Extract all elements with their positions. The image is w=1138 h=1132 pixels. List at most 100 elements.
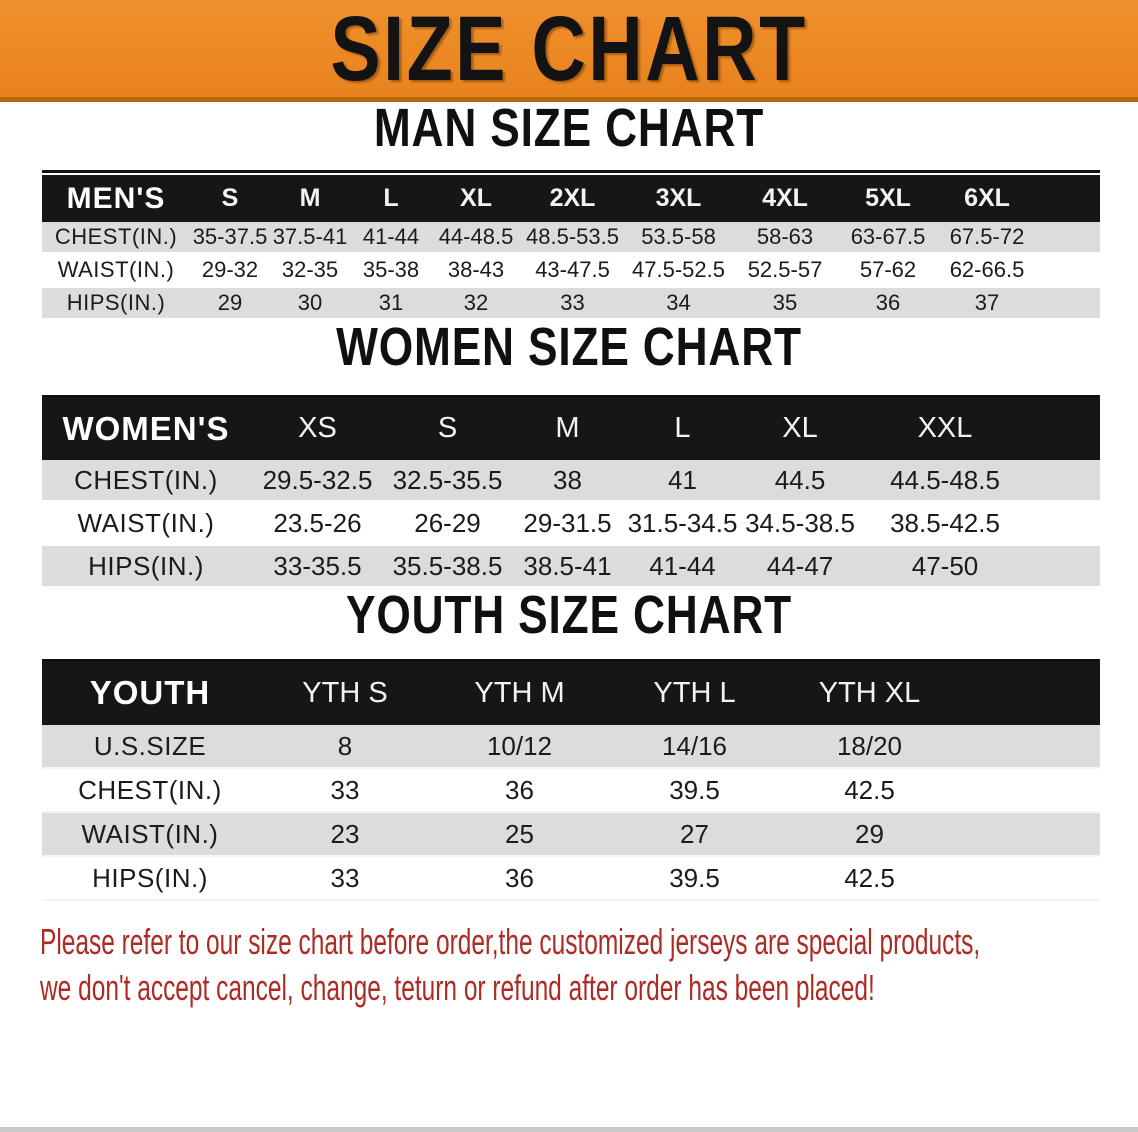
women-size-table-wrap: WOMEN'S XS S M L XL XXL CHEST(IN.) 29.5-32.5 32.… [0, 395, 1138, 589]
women-header-row: WOMEN'S XS S M L XL XXL [42, 397, 1100, 460]
cell-value: 29 [190, 288, 270, 321]
column-header: YTH XL [818, 676, 921, 709]
cell-value: 33-35.5 [250, 546, 385, 589]
cell-value: 52.5-57 [732, 255, 838, 288]
cell-value: 44.5 [740, 460, 860, 503]
column-header: XL [432, 173, 520, 222]
cell-value: 32-35 [270, 255, 350, 288]
youth-size-table: YOUTH YTH S YTH M YTH L YTH XL U.S.SIZE 8 10/1… [42, 659, 1100, 901]
table-row: CHEST(IN.) 33 36 39.5 42.5 [42, 769, 1100, 813]
row-label: U.S.SIZE [42, 725, 258, 769]
cell-value: 27 [607, 813, 782, 857]
table-row: U.S.SIZE 8 10/12 14/16 18/20 [42, 725, 1100, 769]
cell-value: 30 [270, 288, 350, 321]
cell-value: 14/16 [607, 725, 782, 769]
cell-value: 38-43 [432, 255, 520, 288]
group-label: MEN'S [42, 173, 190, 222]
cell-value: 62-66.5 [938, 255, 1036, 288]
row-label: CHEST(IN.) [42, 222, 190, 255]
cell-value: 47.5-52.5 [625, 255, 732, 288]
group-label: YOUTH [89, 674, 211, 711]
spacer-cell [1036, 288, 1100, 321]
group-label: WOMEN'S [62, 409, 230, 447]
table-row: CHEST(IN.) 29.5-32.5 32.5-35.5 38 41 44.5 44.5… [42, 460, 1100, 503]
cell-value: 53.5-58 [625, 222, 732, 255]
column-header: YTH M [474, 676, 565, 709]
column-header: YTH L [653, 676, 736, 709]
cell-value: 36 [838, 288, 938, 321]
men-header-row: MEN'S S M L XL 2XL 3XL 4XL 5XL 6XL [42, 173, 1100, 222]
cell-value: 35.5-38.5 [385, 546, 510, 589]
cell-value: 33 [258, 769, 432, 813]
cell-value: 26-29 [385, 503, 510, 546]
cell-value: 47-50 [860, 546, 1030, 589]
men-section-title-text: MAN SIZE CHART [373, 98, 765, 158]
spacer-cell [1030, 397, 1100, 460]
cell-value: 58-63 [732, 222, 838, 255]
table-row: HIPS(IN.) 33 36 39.5 42.5 [42, 857, 1100, 901]
cell-value: 44-48.5 [432, 222, 520, 255]
column-header: S [437, 412, 458, 444]
column-header: XS [298, 412, 337, 444]
row-label: WAIST(IN.) [42, 503, 250, 546]
cell-value: 57-62 [838, 255, 938, 288]
spacer-cell [957, 813, 1100, 857]
column-header: M [270, 173, 350, 222]
column-header: M [555, 412, 580, 444]
cell-value: 38.5-42.5 [860, 503, 1030, 546]
row-label: WAIST(IN.) [42, 255, 190, 288]
cell-value: 29-32 [190, 255, 270, 288]
cell-value: 23 [258, 813, 432, 857]
spacer-cell [957, 857, 1100, 901]
cell-value: 39.5 [607, 769, 782, 813]
row-label: WAIST(IN.) [42, 813, 258, 857]
youth-section-title: YOUTH SIZE CHART [0, 588, 1138, 642]
cell-value: 33 [258, 857, 432, 901]
column-header: 3XL [625, 173, 732, 222]
spacer-cell [957, 725, 1100, 769]
column-header: 4XL [732, 173, 838, 222]
men-size-table-wrap: MEN'S S M L XL 2XL 3XL 4XL 5XL 6XL CHEST(IN.) 35-3… [0, 170, 1138, 321]
spacer-cell [1036, 255, 1100, 288]
cell-value: 44.5-48.5 [860, 460, 1030, 503]
cell-value: 48.5-53.5 [520, 222, 625, 255]
column-header: L [350, 173, 432, 222]
cell-value: 37 [938, 288, 1036, 321]
women-section-title: WOMEN SIZE CHART [0, 317, 1138, 377]
table-row: WAIST(IN.) 23 25 27 29 [42, 813, 1100, 857]
column-header: 2XL [520, 173, 625, 222]
women-section-title-text: WOMEN SIZE CHART [336, 317, 802, 377]
youth-size-table-wrap: YOUTH YTH S YTH M YTH L YTH XL U.S.SIZE 8 10/1… [0, 659, 1138, 901]
column-header: 5XL [838, 173, 938, 222]
row-label: CHEST(IN.) [42, 769, 258, 813]
column-header: S [190, 173, 270, 222]
spacer-cell [1036, 173, 1100, 222]
cell-value: 34 [625, 288, 732, 321]
cell-value: 44-47 [740, 546, 860, 589]
table-row: HIPS(IN.) 33-35.5 35.5-38.5 38.5-41 41-44 44-… [42, 546, 1100, 589]
cell-value: 8 [258, 725, 432, 769]
table-row: CHEST(IN.) 35-37.5 37.5-41 41-44 44-48.5 48.5… [42, 222, 1100, 255]
men-section-title: MAN SIZE CHART [0, 98, 1138, 158]
cell-value: 18/20 [782, 725, 957, 769]
cell-value: 35-37.5 [190, 222, 270, 255]
row-label: HIPS(IN.) [42, 857, 258, 901]
cell-value: 34.5-38.5 [740, 503, 860, 546]
spacer-cell [1030, 503, 1100, 546]
cell-value: 41-44 [350, 222, 432, 255]
women-size-table: WOMEN'S XS S M L XL XXL CHEST(IN.) 29.5-32.5 32.… [42, 395, 1100, 589]
cell-value: 43-47.5 [520, 255, 625, 288]
cell-value: 29-31.5 [510, 503, 625, 546]
cell-value: 41 [625, 460, 740, 503]
spacer-cell [957, 769, 1100, 813]
column-header: 6XL [938, 173, 1036, 222]
cell-value: 31.5-34.5 [625, 503, 740, 546]
cell-value: 32.5-35.5 [385, 460, 510, 503]
cell-value: 39.5 [607, 857, 782, 901]
spacer-cell [1036, 222, 1100, 255]
cell-value: 41-44 [625, 546, 740, 589]
table-row: HIPS(IN.) 29 30 31 32 33 34 35 36 37 [42, 288, 1100, 321]
cell-value: 36 [432, 857, 607, 901]
disclaimer-line-2: we don't accept cancel, change, teturn o… [40, 967, 875, 1008]
cell-value: 29.5-32.5 [250, 460, 385, 503]
